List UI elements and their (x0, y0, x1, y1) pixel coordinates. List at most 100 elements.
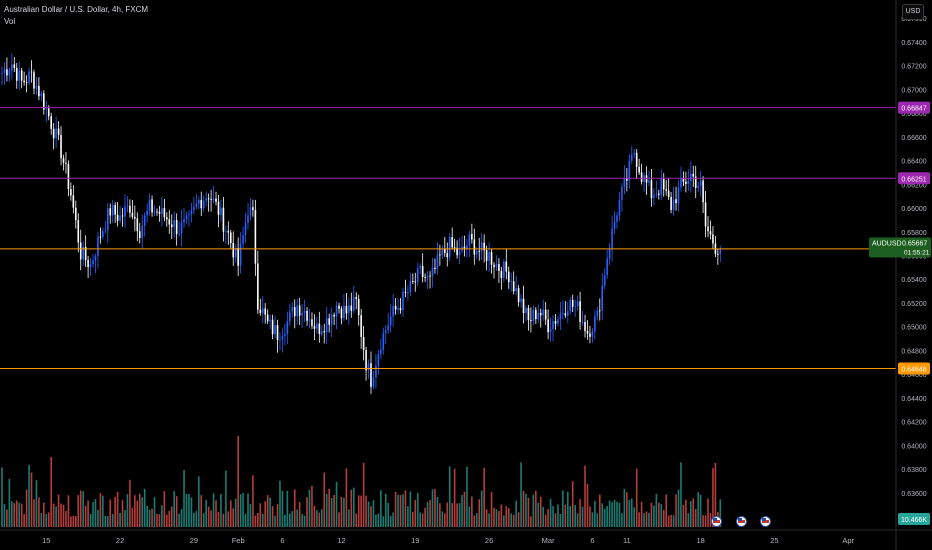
candle-body (707, 226, 709, 232)
symbol-title[interactable]: Australian Dollar / U.S. Dollar, 4h, FXC… (4, 5, 149, 14)
volume-bar (338, 512, 340, 527)
time-tick-label: 19 (411, 536, 419, 545)
candle-body (227, 230, 230, 233)
volume-bar (554, 513, 557, 527)
volume-bar (198, 476, 200, 527)
volume-label[interactable]: Vol (4, 17, 16, 26)
price-axis[interactable]: 0.676000.674000.672000.670000.668000.666… (901, 16, 926, 521)
candle-body (431, 267, 434, 277)
us-flag-event-icon[interactable] (711, 516, 722, 527)
candle-body (97, 236, 99, 257)
volume-bar (205, 499, 207, 527)
volume-bar (507, 508, 510, 527)
volume-bar (321, 509, 323, 527)
volume-bar (289, 513, 291, 527)
candle-body (25, 82, 28, 84)
volume-bar (520, 462, 522, 527)
candle-body (463, 246, 466, 249)
volume-bar (87, 500, 89, 527)
volume-bar (667, 515, 670, 527)
volume-bar (436, 496, 439, 527)
volume-bar (239, 494, 242, 527)
candle-body (525, 307, 527, 314)
us-flag-event-icon[interactable] (736, 516, 747, 527)
volume-bar (190, 497, 193, 527)
candle-body (28, 71, 30, 83)
volume-bar (166, 514, 168, 527)
volume-bar (702, 515, 704, 527)
horizontal-levels[interactable] (0, 107, 896, 369)
candle-body (232, 242, 235, 258)
candle-body (628, 160, 631, 181)
volume-bar (92, 501, 94, 527)
candle-body (234, 247, 237, 258)
candle-body (594, 316, 596, 332)
candle-body (89, 264, 92, 268)
price-tick-label: 0.65200 (901, 301, 926, 308)
volume-bar (608, 500, 611, 527)
time-axis[interactable]: 15 22 29 Feb 6 12 19 26 Mar 6 11 18 25 Apr (42, 536, 854, 545)
volume-bar (712, 467, 714, 527)
candle-body (475, 250, 478, 255)
price-tick-label: 0.65800 (901, 230, 926, 237)
candle-body (178, 233, 180, 235)
volume-bar (62, 504, 65, 527)
candle-body (389, 316, 392, 326)
volume-bar (458, 503, 461, 527)
level-price-tag (898, 362, 930, 375)
volume-bar (75, 516, 77, 527)
candle-body (717, 253, 719, 255)
candle-body (480, 242, 483, 252)
price-tick-label: 0.65400 (901, 277, 926, 284)
candle-body (488, 252, 490, 261)
price-tags: 0.668470.662510.656560.64648AUDUSD0.6566… (869, 101, 931, 525)
candle-body (1, 72, 3, 74)
price-candles (1, 53, 722, 395)
volume-bar (6, 509, 8, 527)
candle-body (357, 298, 360, 316)
volume-bar (365, 495, 367, 527)
candle-body (67, 163, 70, 190)
candle-body (680, 177, 682, 188)
time-tick-label: 18 (696, 536, 704, 545)
volume-bar (399, 494, 402, 527)
candle-body (121, 215, 124, 217)
candle-body (453, 247, 456, 249)
volume-bar (124, 510, 126, 527)
candle-body (79, 242, 82, 260)
candle-body (444, 248, 446, 254)
time-tick-label: 26 (485, 536, 493, 545)
volume-bar (461, 494, 463, 527)
volume-bar (188, 493, 190, 527)
volume-bar (72, 515, 75, 527)
volume-bar (382, 516, 385, 527)
candle-body (441, 248, 444, 256)
volume-bar (264, 501, 267, 527)
us-flag-event-icon[interactable] (760, 516, 771, 527)
candle-body (116, 214, 119, 221)
currency-button[interactable]: USD (902, 4, 924, 20)
volume-bar (269, 497, 271, 527)
candle-body (40, 93, 43, 97)
candle-body (608, 249, 611, 259)
candle-body (148, 199, 151, 211)
candle-body (173, 220, 175, 228)
volume-bar (613, 499, 616, 527)
candle-body (355, 297, 358, 299)
volume-bar (419, 512, 421, 527)
volume-bar (402, 494, 404, 527)
volume-bar (704, 515, 707, 527)
candle-body (106, 208, 109, 231)
volume-bar (645, 511, 648, 527)
time-tick-label: 12 (337, 536, 345, 545)
volume-bar (478, 499, 481, 527)
volume-bar (623, 488, 626, 527)
candle-body (658, 193, 660, 195)
candle-body (207, 198, 210, 200)
candle-body (473, 239, 476, 255)
price-tick-label: 0.64200 (901, 420, 926, 427)
candle-body (653, 194, 655, 199)
candle-body (124, 206, 126, 217)
volume-bar (370, 506, 372, 527)
